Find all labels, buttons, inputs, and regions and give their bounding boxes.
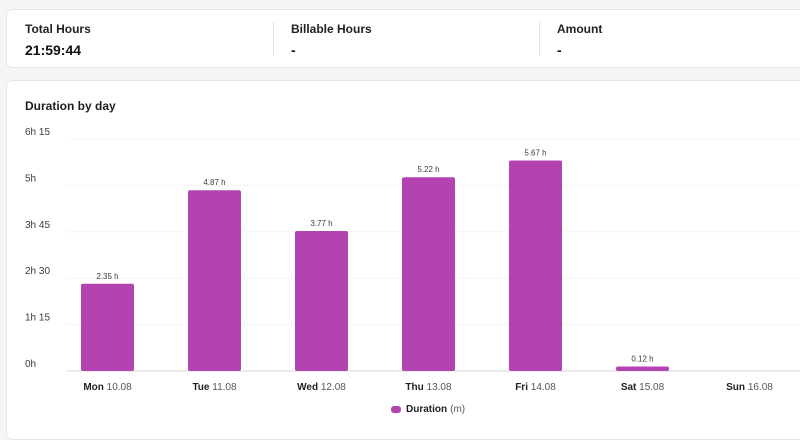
- x-tick-label: Mon 10.08: [83, 382, 132, 393]
- y-tick-label: 0h: [25, 359, 36, 370]
- x-tick-label: Fri 14.08: [515, 382, 556, 393]
- chart-title: Duration by day: [25, 99, 116, 113]
- bar-value-label: 3.77 h: [310, 219, 332, 228]
- x-tick-label: Sun 16.08: [726, 382, 773, 393]
- chart-legend[interactable]: Duration (m): [391, 404, 465, 415]
- y-tick-label: 3h 45: [25, 220, 50, 231]
- total-hours-value: 21:59:44: [25, 42, 82, 58]
- y-tick-label: 5h: [25, 173, 36, 184]
- billable-hours-value: -: [291, 42, 296, 58]
- x-tick-label: Sat 15.08: [621, 382, 665, 393]
- y-tick-label: 2h 30: [25, 266, 50, 277]
- bar-value-label: 2.35 h: [96, 272, 118, 281]
- bar: [616, 366, 669, 371]
- bar-value-label: 5.67 h: [524, 149, 546, 158]
- billable-hours-label: Billable Hours: [291, 22, 372, 36]
- legend-swatch: [391, 406, 401, 413]
- x-tick-label: Wed 12.08: [297, 382, 346, 393]
- bar-value-label: 5.22 h: [417, 165, 439, 174]
- duration-bar-chart: 0h 1h 15 2h 30 3h 45 5h 6h 15 2.35 h Mon 10.08 4…: [25, 127, 800, 393]
- legend-series-unit: (m): [450, 404, 466, 415]
- x-tick-label: Tue 11.08: [192, 382, 237, 393]
- y-tick-label: 6h 15: [25, 127, 50, 138]
- bar: [188, 190, 241, 371]
- bar-value-label: 4.87 h: [203, 178, 225, 187]
- amount-value: -: [557, 42, 562, 58]
- total-hours-label: Total Hours: [25, 22, 91, 36]
- amount-label: Amount: [557, 22, 603, 36]
- total-hours-stat: Total Hours 21:59:44: [7, 10, 273, 67]
- y-tick-label: 1h 15: [25, 313, 50, 324]
- duration-chart-card: Duration by day 0h 1h 15 2h 30 3h 45 5h 6h 15…: [6, 80, 800, 440]
- amount-stat: Amount -: [539, 10, 800, 67]
- bar: [509, 160, 562, 371]
- billable-hours-stat: Billable Hours -: [273, 10, 539, 67]
- bar-value-label: 0.12 h: [631, 355, 653, 364]
- x-tick-label: Thu 13.08: [405, 382, 452, 393]
- summary-card: Total Hours 21:59:44 Billable Hours - Am…: [6, 9, 800, 68]
- bar: [402, 177, 455, 371]
- bar: [81, 283, 134, 371]
- legend-series-name: Duration: [406, 404, 448, 415]
- bar: [295, 231, 348, 371]
